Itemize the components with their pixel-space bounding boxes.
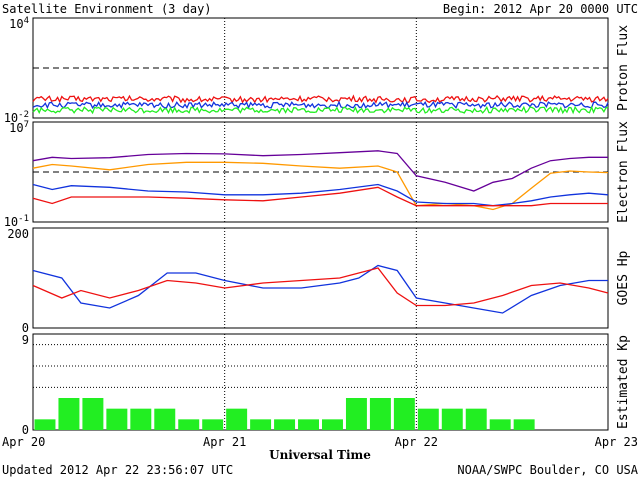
series-red-line — [32, 94, 609, 104]
kp-bar — [465, 408, 487, 430]
y-tick-label: 0 — [22, 321, 29, 335]
kp-bar — [202, 419, 224, 430]
kp-bar — [106, 408, 128, 430]
y-tick-label: 9 — [22, 333, 29, 347]
kp-bar — [417, 408, 439, 430]
panel-frame — [32, 121, 609, 223]
panel-y-label: Electron Flux — [616, 121, 631, 223]
panel-frame — [32, 227, 609, 329]
series-blue-line — [32, 264, 608, 314]
series-purple-line — [32, 150, 608, 192]
y-tick-label: 200 — [7, 227, 29, 241]
begin-label: Begin: 2012 Apr 20 0000 UTC — [443, 2, 638, 16]
y-tick-label: 104 — [9, 16, 29, 31]
kp-bar — [369, 398, 391, 430]
kp-bar — [250, 419, 272, 430]
series-red-line — [32, 186, 608, 207]
panel-y-label: Estimated Kp — [616, 335, 631, 429]
series-blue-line — [32, 100, 609, 110]
kp-bar — [58, 398, 80, 430]
series-red-line — [32, 267, 609, 307]
kp-bar — [489, 419, 511, 430]
kp-bar — [298, 419, 319, 430]
y-tick-label: 107 — [9, 120, 29, 135]
panel-kp: 9 0 Estimated Kp — [22, 333, 631, 437]
chart-title: Satellite Environment (3 day) — [2, 2, 212, 16]
y-tick-label: 10-1 — [4, 214, 29, 229]
kp-bar — [513, 419, 535, 430]
panel-frame — [32, 333, 609, 431]
panel-y-label: GOES Hp — [616, 250, 631, 305]
panel-y-label: Proton Flux — [616, 25, 631, 111]
panel-proton: 104 10-2 Proton Flux — [4, 16, 631, 125]
x-tick-labels: Apr 20 Apr 21 Apr 22 Apr 23 — [2, 435, 638, 449]
kp-bar — [226, 408, 248, 430]
series-green-line — [32, 105, 609, 115]
x-tick-label: Apr 22 — [395, 435, 438, 449]
kp-bar — [322, 419, 343, 430]
panel-electron: 107 10-1 Electron Flux — [4, 120, 631, 229]
x-tick-label: Apr 21 — [203, 435, 246, 449]
kp-bar — [82, 398, 104, 430]
kp-bar — [178, 419, 200, 430]
credit-label: NOAA/SWPC Boulder, CO USA — [457, 463, 638, 477]
series-orange-line — [32, 161, 609, 211]
kp-bar — [274, 419, 296, 430]
x-axis-label: Universal Time — [269, 448, 371, 462]
kp-bar — [34, 419, 56, 430]
x-tick-label: Apr 20 — [2, 435, 45, 449]
panels: 104 10-2 Proton Flux 107 10-1 Electron Flux 20… — [4, 16, 631, 437]
updated-label: Updated 2012 Apr 22 23:56:07 UTC — [2, 463, 233, 477]
kp-bar — [345, 398, 367, 430]
panel-goes-hp: 200 0 GOES Hp — [7, 227, 631, 335]
series-blue-line — [32, 183, 609, 207]
panel-frame — [32, 17, 609, 119]
kp-bar — [441, 408, 463, 430]
kp-bar — [130, 408, 152, 430]
y-tick-label: 0 — [22, 423, 29, 437]
x-tick-label: Apr 23 — [595, 435, 638, 449]
kp-bar — [154, 408, 176, 430]
y-tick-label: 10-2 — [4, 110, 29, 125]
kp-bar — [393, 398, 415, 430]
